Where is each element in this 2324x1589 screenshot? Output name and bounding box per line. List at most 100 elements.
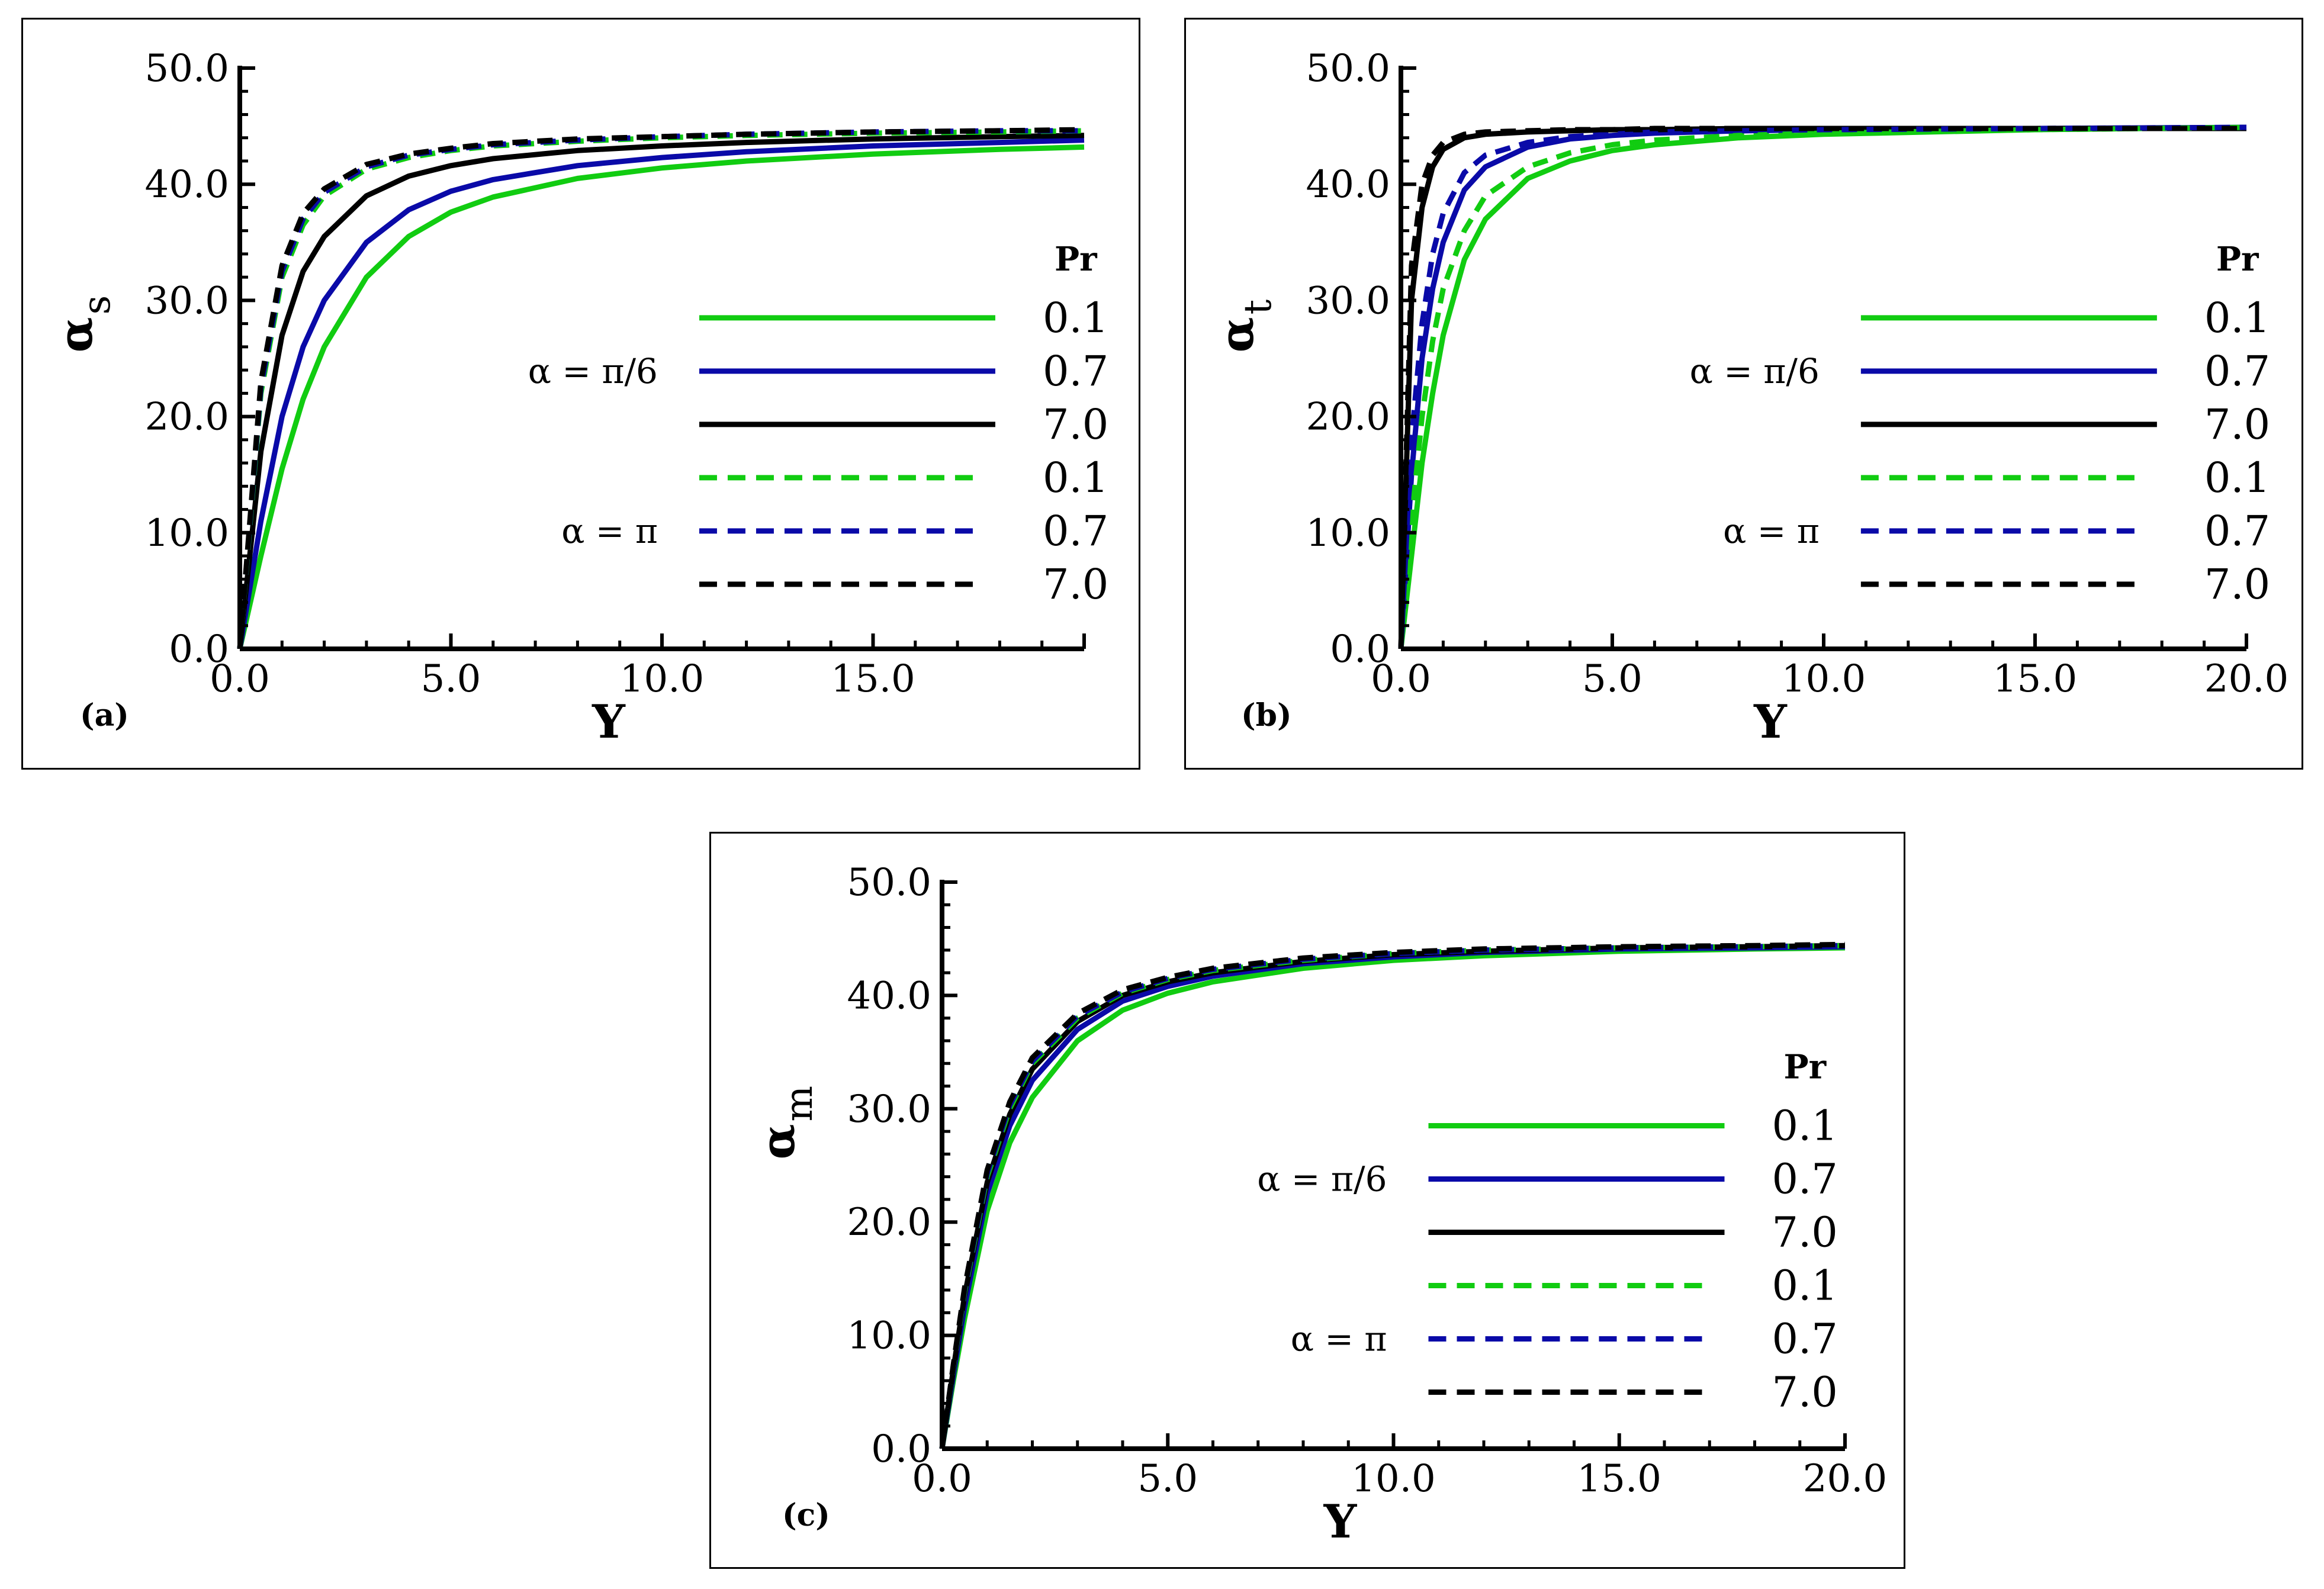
y-tick-label: 30.0 (1306, 279, 1391, 323)
legend: Pr0.10.77.00.10.77.0α = π/6α = π (1690, 240, 2271, 609)
y-tick-label: 0.0 (871, 1427, 931, 1471)
x-tick-label: 15.0 (1993, 657, 2078, 701)
x-axis-title: Y (1323, 1495, 1358, 1549)
y-tick-label: 20.0 (847, 1201, 932, 1244)
x-tick-label: 10.0 (620, 657, 705, 701)
legend-title: Pr (1055, 240, 1098, 279)
x-tick-label: 15.0 (831, 657, 915, 701)
series-line-pi6-pr-0_7 (237, 137, 1085, 649)
legend-entry-label: 0.7 (1772, 1315, 1838, 1363)
series-line-pi-pr-7_0 (237, 127, 1085, 649)
legend-entry-label: 0.7 (1043, 347, 1108, 395)
legend-title: Pr (2216, 240, 2259, 279)
series-line-pi-pr-0_7 (1398, 124, 2247, 649)
series-line-pi-pr-7_0 (939, 941, 1846, 1449)
y-axis-title-subscript: t (1236, 300, 1280, 315)
legend-entry-label: 0.1 (2204, 453, 2270, 502)
series-line-pi6-pr-0_7 (1398, 124, 2247, 649)
legend-entry-label: 7.0 (1772, 1368, 1838, 1417)
panel-label: (a) (80, 697, 129, 734)
y-tick-label: 50.0 (1306, 47, 1391, 91)
legend-group-label: α = π (1723, 511, 1820, 551)
y-tick-label: 20.0 (145, 395, 230, 439)
legend-entry-label: 7.0 (2204, 400, 2270, 449)
legend-group-label: α = π/6 (528, 351, 658, 391)
chart-c-plot: 0.0 5.0 10.0 15.0 20.0 0.0 10.0 20.0 30.0 40.0 50.… (751, 861, 1887, 1549)
y-axis-title-symbol: α (49, 317, 103, 352)
legend: Pr0.10.77.00.10.77.0α = π/6α = π (1257, 1048, 1838, 1417)
x-tick-label: 5.0 (1137, 1457, 1198, 1501)
series-lines (237, 127, 1085, 649)
y-axis-title: αt (1210, 300, 1280, 353)
series-line-pi-pr-7_0 (1398, 126, 2246, 649)
y-tick-label: 30.0 (145, 279, 230, 323)
chart-b-plot: 0.0 5.0 10.0 15.0 20.0 0.0 10.0 20.0 30.0 40.0 50.… (1210, 47, 2288, 749)
x-tick-label: 5.0 (421, 657, 481, 701)
series-line-pi6-pr-0_1 (237, 144, 1085, 649)
y-tick-label: 40.0 (1306, 163, 1391, 207)
legend-entry-label: 0.7 (2204, 347, 2270, 395)
legend-entry-label: 7.0 (1772, 1208, 1838, 1257)
panel-label: (b) (1241, 697, 1292, 734)
legend-entry-label: 0.7 (2204, 507, 2270, 555)
series-line-pi-pr-0_1 (1398, 124, 2247, 649)
y-tick-label: 10.0 (847, 1314, 932, 1358)
y-axis-title-symbol: α (751, 1124, 805, 1159)
legend-group-label: α = π (561, 511, 658, 551)
y-tick-label: 10.0 (1306, 512, 1391, 555)
legend-entry-label: 0.7 (1772, 1155, 1838, 1204)
y-tick-label: 40.0 (847, 974, 932, 1018)
legend-entry-label: 0.1 (1043, 453, 1108, 502)
legend-entry-label: 0.1 (1772, 1262, 1838, 1310)
legend-entry-label: 0.1 (1772, 1102, 1838, 1150)
legend-entry-label: 0.1 (2204, 294, 2270, 342)
x-tick-label: 5.0 (1582, 657, 1642, 701)
chart-a-plot: 0.0 5.0 10.0 15.0 0.0 10.0 20.0 30.0 40.0 50.0 Yαs… (49, 47, 1108, 749)
legend-entry-label: 0.1 (1043, 294, 1108, 342)
x-tick-label: 20.0 (2204, 657, 2289, 701)
x-axis-title: Y (592, 695, 626, 749)
series-line-pi6-pr-0_1 (1398, 124, 2247, 649)
chart-panel-c: 0.0 5.0 10.0 15.0 20.0 0.0 10.0 20.0 30.0 40.0 50.… (709, 832, 1905, 1569)
x-tick-label: 20.0 (1803, 1457, 1888, 1501)
y-axis-title-subscript: m (777, 1086, 821, 1122)
series-line-pi-pr-0_1 (237, 128, 1085, 649)
x-tick-label: 10.0 (1782, 657, 1866, 701)
chart-c-svg: 0.0 5.0 10.0 15.0 20.0 0.0 10.0 20.0 30.0 40.0 50.… (751, 861, 1887, 1549)
series-lines (939, 941, 1846, 1449)
legend-group-label: α = π/6 (1257, 1159, 1387, 1199)
x-tick-label: 15.0 (1577, 1457, 1662, 1501)
y-axis-title-symbol: α (1210, 317, 1264, 352)
y-tick-label: 50.0 (145, 47, 230, 91)
y-tick-label: 0.0 (1330, 628, 1390, 671)
chart-panel-b: 0.0 5.0 10.0 15.0 20.0 0.0 10.0 20.0 30.0 40.0 50.… (1184, 18, 2303, 770)
y-axis-title: αm (751, 1086, 821, 1160)
legend: Pr0.10.77.00.10.77.0α = π/6α = π (528, 240, 1109, 609)
series-line-pi6-pr-7_0 (1398, 126, 2246, 649)
legend-entry-label: 0.7 (1043, 507, 1108, 555)
legend-entry-label: 7.0 (1043, 400, 1108, 449)
legend-title: Pr (1784, 1048, 1827, 1087)
y-axis-title: αs (49, 295, 119, 353)
x-tick-label: 10.0 (1351, 1457, 1436, 1501)
series-line-pi6-pr-0_1 (939, 945, 1846, 1449)
series-line-pi-pr-0_1 (939, 943, 1846, 1449)
y-tick-label: 40.0 (145, 163, 230, 207)
series-line-pi6-pr-7_0 (237, 133, 1085, 649)
x-tick-label: 0.0 (912, 1457, 972, 1501)
y-tick-label: 0.0 (169, 628, 229, 671)
x-tick-label: 0.0 (210, 657, 270, 701)
chart-b-svg: 0.0 5.0 10.0 15.0 20.0 0.0 10.0 20.0 30.0 40.0 50.… (1210, 47, 2288, 749)
legend-entry-label: 7.0 (2204, 560, 2270, 609)
y-tick-label: 20.0 (1306, 395, 1391, 439)
x-tick-label: 0.0 (1371, 657, 1431, 701)
y-tick-label: 30.0 (847, 1088, 932, 1131)
panel-label: (c) (782, 1497, 830, 1533)
legend-group-label: α = π/6 (1690, 351, 1820, 391)
y-tick-label: 10.0 (145, 512, 230, 555)
y-tick-label: 50.0 (847, 861, 932, 905)
chart-a-svg: 0.0 5.0 10.0 15.0 0.0 10.0 20.0 30.0 40.0 50.0 Yαs… (49, 47, 1108, 749)
legend-entry-label: 7.0 (1043, 560, 1108, 609)
series-line-pi-pr-0_7 (237, 128, 1084, 649)
